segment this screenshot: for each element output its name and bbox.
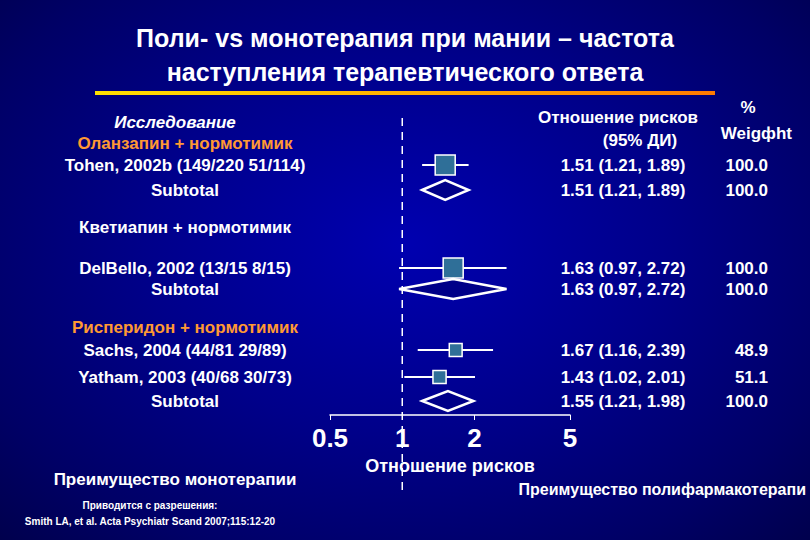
svg-text:1: 1 <box>395 423 410 453</box>
svg-text:Tohen, 2002b (149/220 51/114): Tohen, 2002b (149/220 51/114) <box>65 156 306 175</box>
svg-text:100.0: 100.0 <box>725 280 768 299</box>
svg-text:1.55 (1.21, 1.98): 1.55 (1.21, 1.98) <box>561 392 686 411</box>
svg-text:Оланзапин + нормотимик: Оланзапин + нормотимик <box>78 134 293 153</box>
svg-text:100.0: 100.0 <box>725 259 768 278</box>
svg-text:%: % <box>740 98 755 117</box>
svg-text:Кветиапин + нормотимик: Кветиапин + нормотимик <box>79 218 291 237</box>
svg-text:Yatham, 2003 (40/68 30/73): Yatham, 2003 (40/68 30/73) <box>78 368 292 387</box>
svg-text:5: 5 <box>563 423 577 453</box>
svg-text:Smith LA, et al. Acta Psychiat: Smith LA, et al. Acta Psychiatr Scand 20… <box>25 516 276 527</box>
svg-text:наступления терапевтического о: наступления терапевтического ответа <box>167 58 645 86</box>
svg-text:1.63 (0.97, 2.72): 1.63 (0.97, 2.72) <box>561 259 686 278</box>
svg-text:2: 2 <box>467 423 481 453</box>
svg-text:1.67 (1.16, 2.39): 1.67 (1.16, 2.39) <box>561 341 686 360</box>
svg-text:Преимущество монотерапии: Преимущество монотерапии <box>54 470 297 489</box>
svg-text:DelBello, 2002 (13/15 8/15): DelBello, 2002 (13/15 8/15) <box>79 259 291 278</box>
svg-text:Subtotal: Subtotal <box>151 181 219 200</box>
svg-text:1.63 (0.97, 2.72): 1.63 (0.97, 2.72) <box>561 280 686 299</box>
svg-text:Отношение рисков: Отношение рисков <box>365 456 535 476</box>
svg-text:Рисперидон + нормотимик: Рисперидон + нормотимик <box>72 318 299 337</box>
svg-text:100.0: 100.0 <box>725 181 768 200</box>
svg-text:Subtotal: Subtotal <box>151 392 219 411</box>
svg-text:Исследование: Исследование <box>114 113 236 132</box>
svg-text:Sachs, 2004 (44/81 29/89): Sachs, 2004 (44/81 29/89) <box>83 341 286 360</box>
svg-text:1.51 (1.21, 1.89): 1.51 (1.21, 1.89) <box>561 181 686 200</box>
svg-text:100.0: 100.0 <box>725 392 768 411</box>
svg-text:0.5: 0.5 <box>312 423 348 453</box>
svg-text:Отношение рисков: Отношение рисков <box>538 108 698 127</box>
svg-text:(95% ДИ): (95% ДИ) <box>603 131 677 150</box>
svg-text:51.1: 51.1 <box>735 368 768 387</box>
svg-text:Приводится с разрешения:: Приводится с разрешения: <box>83 500 218 511</box>
svg-text:100.0: 100.0 <box>725 156 768 175</box>
svg-text:1.43 (1.02, 2.01): 1.43 (1.02, 2.01) <box>561 368 686 387</box>
svg-text:Weigфht: Weigфht <box>721 124 793 143</box>
svg-text:1.51 (1.21, 1.89): 1.51 (1.21, 1.89) <box>561 156 686 175</box>
svg-text:Subtotal: Subtotal <box>151 280 219 299</box>
svg-text:48.9: 48.9 <box>735 341 768 360</box>
svg-text:Преимущество полифармакотерапи: Преимущество полифармакотерапи <box>519 481 806 498</box>
svg-text:Поли- vs монотерапия при мании: Поли- vs монотерапия при мании – частота <box>136 24 675 52</box>
